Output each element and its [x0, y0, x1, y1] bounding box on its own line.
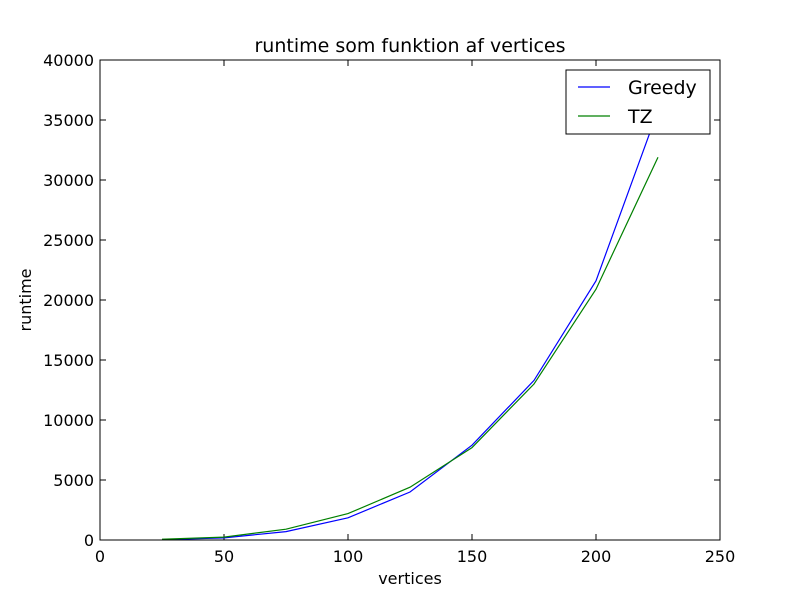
legend-label-tz: TZ	[627, 106, 653, 128]
y-tick-label: 20000	[43, 291, 94, 310]
y-tick-label: 25000	[43, 231, 94, 250]
plot-frame	[99, 59, 721, 541]
x-tick-label: 50	[214, 547, 234, 566]
x-tick-label: 0	[95, 547, 105, 566]
y-tick-label: 5000	[53, 471, 94, 490]
y-tick-label: 0	[84, 531, 94, 550]
x-tick-label: 150	[457, 547, 488, 566]
series-line-tz	[161, 156, 659, 540]
x-tick-label: 250	[705, 547, 736, 566]
chart-title: runtime som funktion af vertices	[254, 35, 565, 57]
y-tick-label: 35000	[43, 111, 94, 130]
y-tick-label: 10000	[43, 411, 94, 430]
legend-box	[565, 69, 711, 135]
y-axis-label: runtime	[16, 268, 35, 331]
x-axis-label: vertices	[378, 569, 442, 588]
x-tick-label: 100	[333, 547, 364, 566]
y-tick-label: 15000	[43, 351, 94, 370]
legend: Greedy TZ	[565, 69, 711, 135]
y-tick-label: 30000	[43, 171, 94, 190]
series-line-greedy	[161, 110, 659, 541]
x-tick-label: 200	[581, 547, 612, 566]
legend-label-greedy: Greedy	[628, 77, 697, 99]
y-tick-label: 40000	[43, 51, 94, 70]
